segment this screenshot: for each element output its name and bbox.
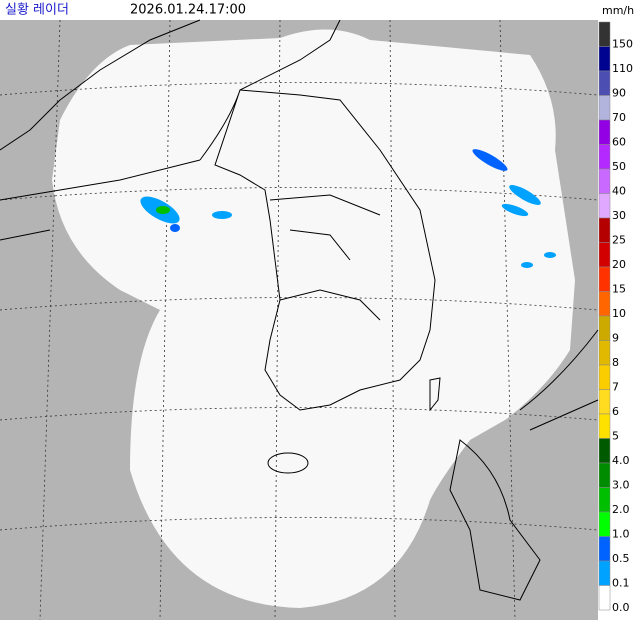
legend-swatch	[598, 340, 611, 366]
legend-label: 0.0	[612, 601, 630, 614]
legend-label: 15	[612, 282, 626, 295]
legend-label: 0.5	[612, 552, 630, 565]
legend-label: 25	[612, 233, 626, 246]
grid	[0, 19, 599, 621]
legend-label: 50	[612, 160, 626, 173]
legend-swatch	[598, 266, 611, 292]
legend-swatch	[598, 144, 611, 170]
legend-label: 150	[612, 37, 633, 50]
legend-label: 70	[612, 111, 626, 124]
legend-swatch	[598, 21, 611, 47]
legend-label: 30	[612, 209, 626, 222]
legend-swatch	[598, 462, 611, 488]
legend-label: 2.0	[612, 503, 630, 516]
legend-swatch	[598, 560, 611, 586]
legend-label: 90	[612, 86, 626, 99]
legend-swatch	[598, 413, 611, 439]
legend-label: 110	[612, 62, 633, 75]
legend-swatch	[598, 364, 611, 390]
coastlines	[0, 19, 599, 601]
legend-label: 1.0	[612, 527, 630, 540]
legend-label: 40	[612, 184, 626, 197]
precipitation	[140, 149, 556, 268]
legend-label: 9	[612, 331, 619, 344]
legend-swatch	[598, 511, 611, 537]
legend-swatch	[598, 119, 611, 145]
legend-swatch	[598, 70, 611, 96]
unit: mm/h	[602, 4, 634, 17]
legend-swatch	[598, 95, 611, 121]
legend: 150 110 90 70 60 50 40 30 25 20 15 10 9 8 7 6 5 4.0 3.0 2.0…	[598, 21, 633, 614]
legend-swatch	[598, 585, 611, 611]
legend-swatch	[598, 536, 611, 562]
legend-label: 3.0	[612, 478, 630, 491]
legend-swatch	[598, 217, 611, 243]
radar-coverage	[52, 29, 575, 608]
legend-label: 10	[612, 307, 626, 320]
map	[0, 19, 599, 621]
legend-swatch	[598, 242, 611, 268]
legend-label: 6	[612, 405, 619, 418]
legend-swatch	[598, 315, 611, 341]
legend-swatch	[598, 291, 611, 317]
legend-swatch	[598, 389, 611, 415]
legend-label: 5	[612, 429, 619, 442]
legend-swatch	[598, 193, 611, 219]
legend-label: 7	[612, 380, 619, 393]
timestamp: 2026.01.24.17:00	[130, 3, 246, 18]
legend-label: 4.0	[612, 454, 630, 467]
legend-swatch	[598, 487, 611, 513]
legend-label: 0.1	[612, 576, 630, 589]
title: 실황 레이더	[5, 3, 69, 18]
legend-label: 60	[612, 135, 626, 148]
legend-swatch	[598, 46, 611, 72]
legend-label: 20	[612, 258, 626, 271]
legend-swatch	[598, 438, 611, 464]
legend-label: 8	[612, 356, 619, 369]
legend-swatch	[598, 168, 611, 194]
